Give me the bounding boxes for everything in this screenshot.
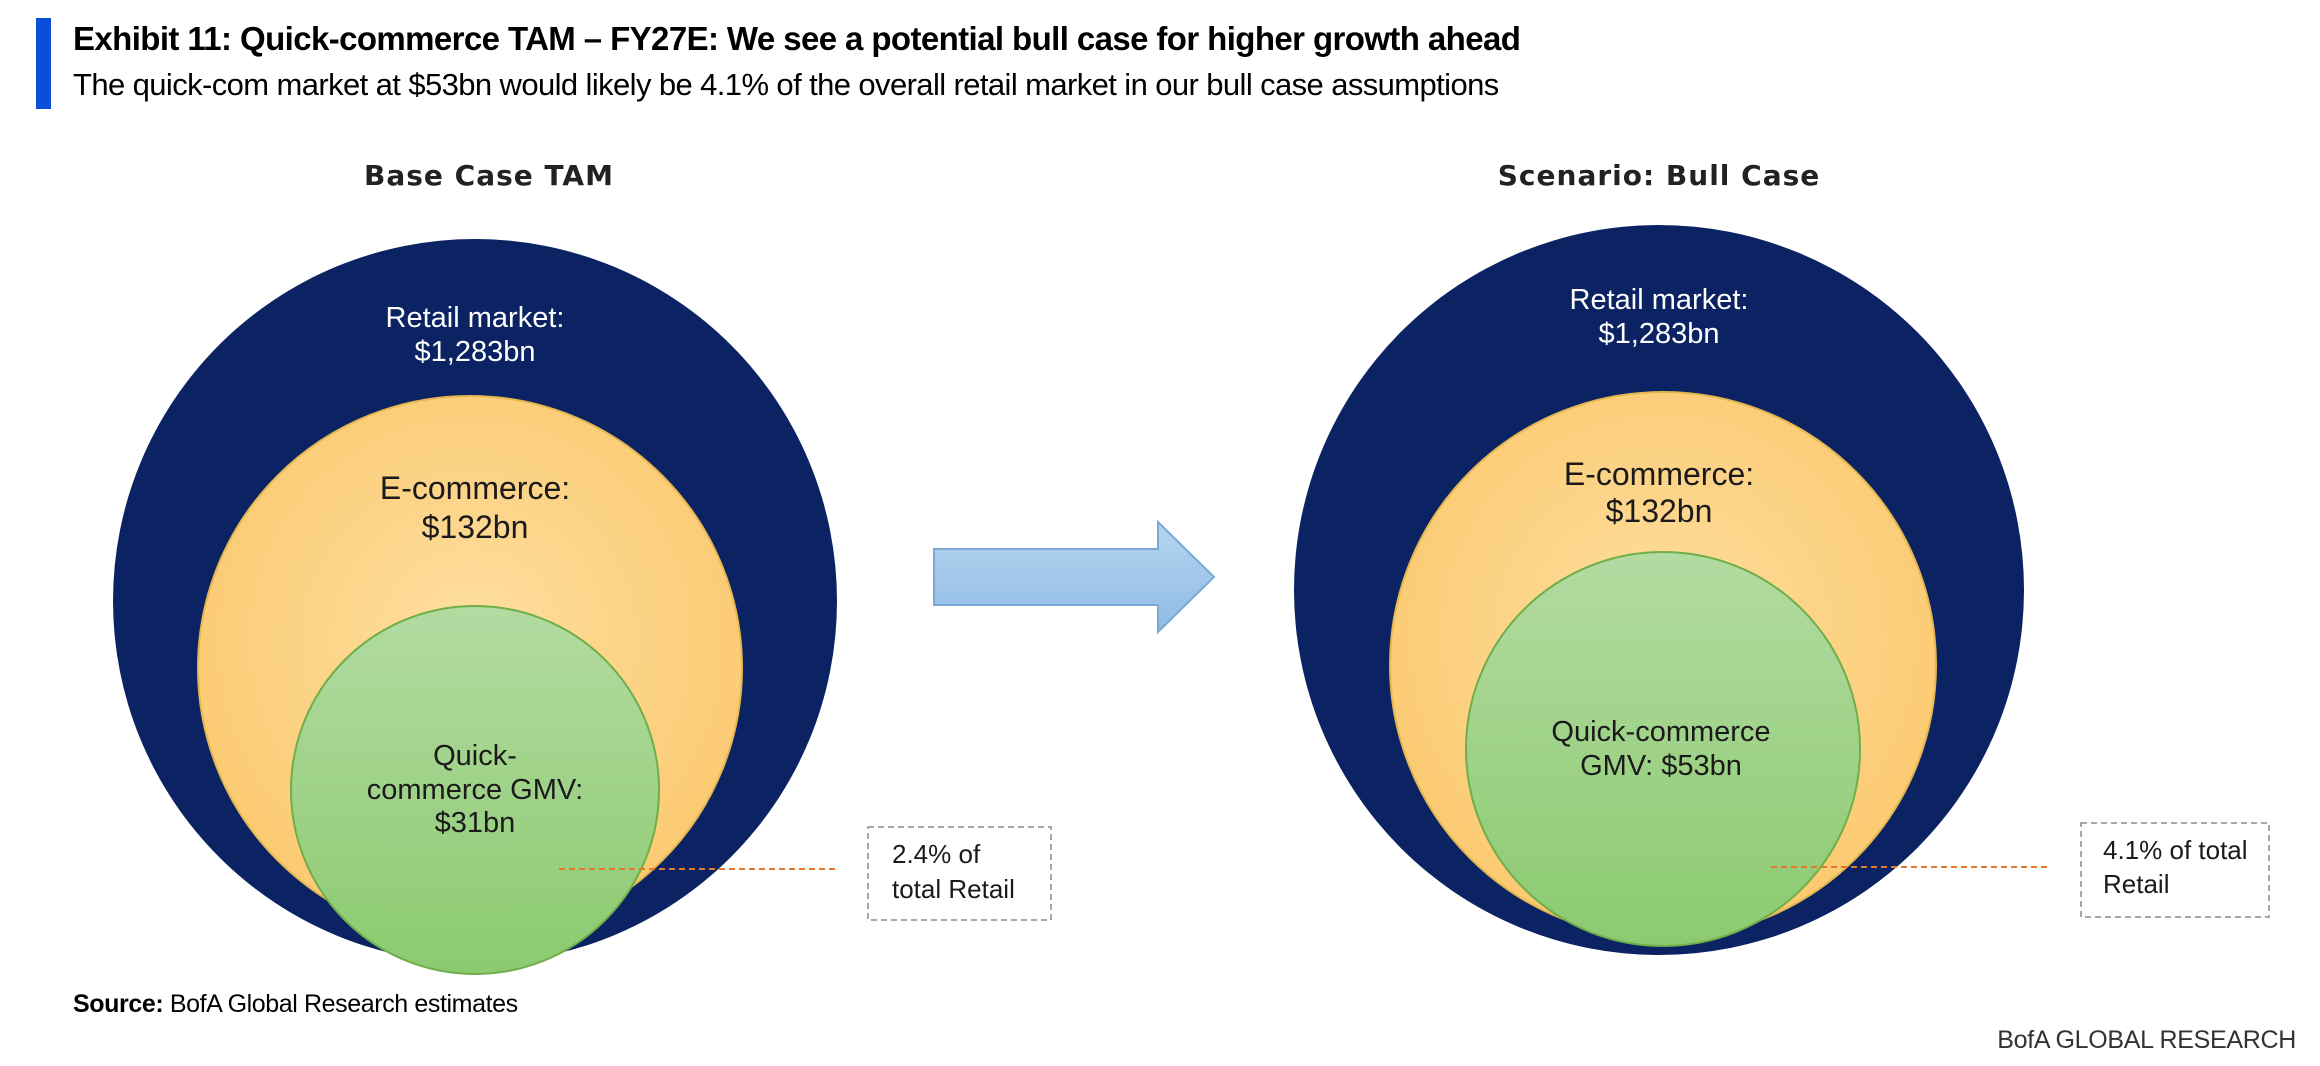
quick-commerce-circle	[1465, 551, 1861, 947]
accent-bar	[36, 18, 51, 109]
ecommerce-value: $132bn	[1606, 493, 1713, 529]
exhibit-subtitle: The quick-com market at $53bn would like…	[73, 67, 1499, 102]
retail-market-value: $1,283bn	[1599, 318, 1720, 350]
source-label: Source:	[73, 990, 164, 1018]
quick-commerce-label-line2: GMV: $53bn	[1580, 750, 1742, 782]
quick-commerce-circle	[290, 605, 660, 975]
callout-box	[2080, 822, 2270, 918]
quick-commerce-label-line1: Quick-	[433, 740, 517, 772]
retail-market-value: $1,283bn	[415, 336, 536, 368]
callout-text-line1: 2.4% of	[892, 839, 981, 869]
source-note: Source: BofA Global Research estimates	[73, 990, 518, 1019]
quick-commerce-label-line2: commerce GMV:	[367, 774, 583, 806]
right-arrow	[933, 519, 1216, 635]
retail-market-label: Retail market:	[386, 302, 565, 334]
base-case-panel: Base Case TAM Retail market: $1,283bn E-…	[113, 159, 1052, 975]
brand-footer: BofA GLOBAL RESEARCH	[1997, 1026, 2296, 1054]
ecommerce-value: $132bn	[422, 509, 529, 545]
ecommerce-label: E-commerce:	[380, 470, 570, 506]
base-case-heading: Base Case TAM	[364, 159, 614, 192]
callout-box	[867, 826, 1052, 921]
quick-commerce-label-line1: Quick-commerce	[1551, 716, 1770, 748]
ecommerce-label: E-commerce:	[1564, 456, 1754, 492]
callout-text-line2: total Retail	[892, 874, 1015, 904]
quick-commerce-value: $31bn	[435, 807, 516, 839]
retail-market-label: Retail market:	[1570, 284, 1749, 316]
callout-text-line2: Retail	[2103, 869, 2169, 899]
bull-case-panel: Scenario: Bull Case Retail market: $1,28…	[1294, 159, 2270, 955]
source-text: BofA Global Research estimates	[169, 990, 518, 1018]
exhibit-title: Exhibit 11: Quick-commerce TAM – FY27E: …	[73, 20, 1521, 57]
bull-case-heading: Scenario: Bull Case	[1498, 159, 1821, 192]
callout-text-line1: 4.1% of total	[2103, 835, 2248, 865]
